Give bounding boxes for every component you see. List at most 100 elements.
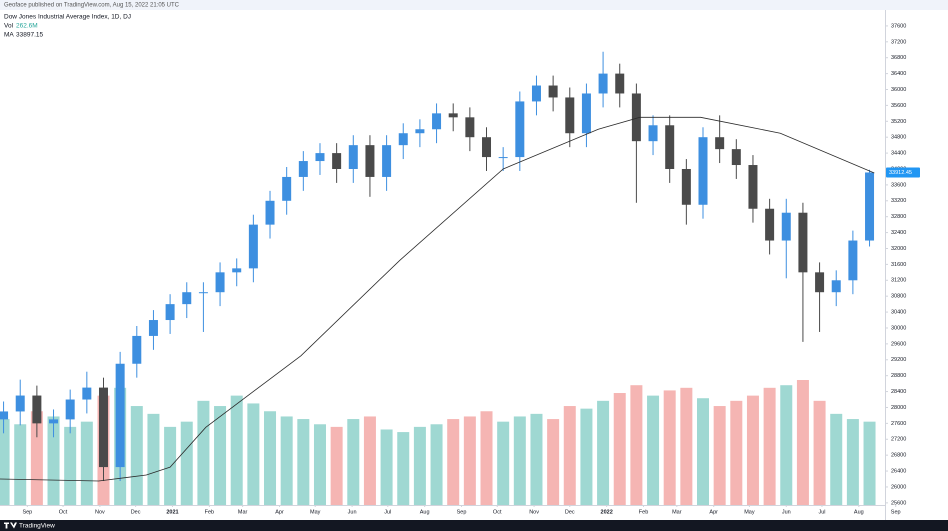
x-tick-label: Oct (59, 509, 68, 515)
candle-body (398, 133, 408, 146)
candle-body (465, 117, 475, 138)
candle-body (415, 129, 425, 134)
y-tick-label: 31600 (891, 262, 906, 268)
volume-bar (180, 421, 193, 505)
x-tick-label: Mar (672, 509, 682, 515)
candle-body (448, 113, 458, 118)
volume-bar (863, 421, 876, 505)
candle-body (182, 292, 192, 305)
volume-bar (630, 385, 643, 505)
volume-bar (780, 385, 793, 505)
x-tick-label: Feb (205, 509, 214, 515)
candle-body (565, 97, 575, 134)
candle-body (698, 137, 708, 205)
candle-body (32, 395, 42, 424)
candle-body (681, 168, 691, 205)
x-tick-label: Aug (854, 509, 864, 515)
volume-bar (397, 432, 410, 505)
candle-body (798, 212, 808, 273)
volume-bar (247, 403, 260, 505)
candle-body (748, 165, 758, 209)
x-tick-label: Jul (384, 509, 391, 515)
volume-bar (147, 413, 160, 505)
candle-body (531, 85, 541, 102)
candle-body (598, 73, 608, 94)
volume-bar (413, 426, 426, 505)
y-tick-label: 37600 (891, 23, 906, 29)
candle-body (15, 395, 25, 412)
x-tick-label: Jun (782, 509, 791, 515)
candle-body (498, 157, 508, 159)
candle-body (49, 419, 59, 424)
volume-bar (746, 395, 759, 505)
y-tick-label: 32400 (891, 230, 906, 236)
y-tick-label: 27600 (891, 421, 906, 427)
y-tick-label: 35600 (891, 103, 906, 109)
plot-layer (0, 51, 875, 482)
volume-bar (813, 400, 826, 505)
volume-bar (80, 421, 93, 505)
x-tick-label: Jun (348, 509, 357, 515)
x-tick-label: Apr (275, 509, 284, 515)
volume-bar (830, 413, 843, 505)
volume-bar (330, 426, 343, 505)
candle-body (765, 208, 775, 241)
x-tick-label: Dec (565, 509, 575, 515)
volume-bar (680, 387, 693, 505)
y-tick-label: 34400 (891, 151, 906, 157)
x-tick-label: May (744, 509, 755, 515)
y-tick-label: 29200 (891, 357, 906, 363)
candle-body (815, 272, 825, 293)
y-tick-label: 31200 (891, 278, 906, 284)
y-tick-label: 33600 (891, 182, 906, 188)
y-tick-label: 35200 (891, 119, 906, 125)
volume-bar (697, 398, 710, 505)
candle-body (715, 137, 725, 150)
volume-bar (796, 380, 809, 505)
y-tick-label: 32000 (891, 246, 906, 252)
candle-body (665, 125, 675, 169)
volume-bar (280, 416, 293, 505)
volume-bar (730, 400, 743, 505)
y-tick-label: 34800 (891, 135, 906, 141)
candle-body (248, 224, 258, 269)
candle-body (265, 200, 275, 225)
y-tick-label: 36800 (891, 55, 906, 61)
volume-bar (846, 419, 859, 505)
volume-bar (380, 429, 393, 505)
volume-bar (580, 408, 593, 505)
volume-bar (313, 424, 326, 505)
volume-bar (563, 406, 576, 505)
y-tick-label: 33200 (891, 198, 906, 204)
y-tick-label: 29600 (891, 341, 906, 347)
x-tick-label: May (310, 509, 321, 515)
x-tick-label: Sep (457, 509, 467, 515)
x-tick-label: Nov (529, 509, 539, 515)
candle-body (848, 240, 858, 281)
volume-bar (430, 424, 443, 505)
volume-bar (64, 426, 77, 505)
x-tick-label: Feb (639, 509, 648, 515)
y-tick-label: 25600 (891, 500, 906, 506)
moving-average-line (0, 116, 875, 482)
volume-bar (347, 419, 360, 505)
x-tick-label: Sep (891, 509, 901, 515)
volume-bar (547, 419, 560, 505)
y-tick-label: 28400 (891, 389, 906, 395)
candle-body (282, 176, 292, 201)
candle-body (865, 172, 875, 241)
candle-body (581, 93, 591, 134)
volume-bar (30, 411, 43, 505)
y-tick-label: 28000 (891, 405, 906, 411)
volume-layer (0, 380, 876, 505)
candle-body (0, 411, 9, 420)
y-tick-label: 30800 (891, 294, 906, 300)
volume-bar (264, 411, 277, 505)
last-price-label: 33912.45 (889, 170, 912, 176)
x-tick-label: Aug (420, 509, 430, 515)
x-tick-label: Sep (22, 509, 32, 515)
candle-body (348, 145, 358, 169)
footer-logo (4, 522, 17, 529)
candle-body (432, 113, 442, 130)
